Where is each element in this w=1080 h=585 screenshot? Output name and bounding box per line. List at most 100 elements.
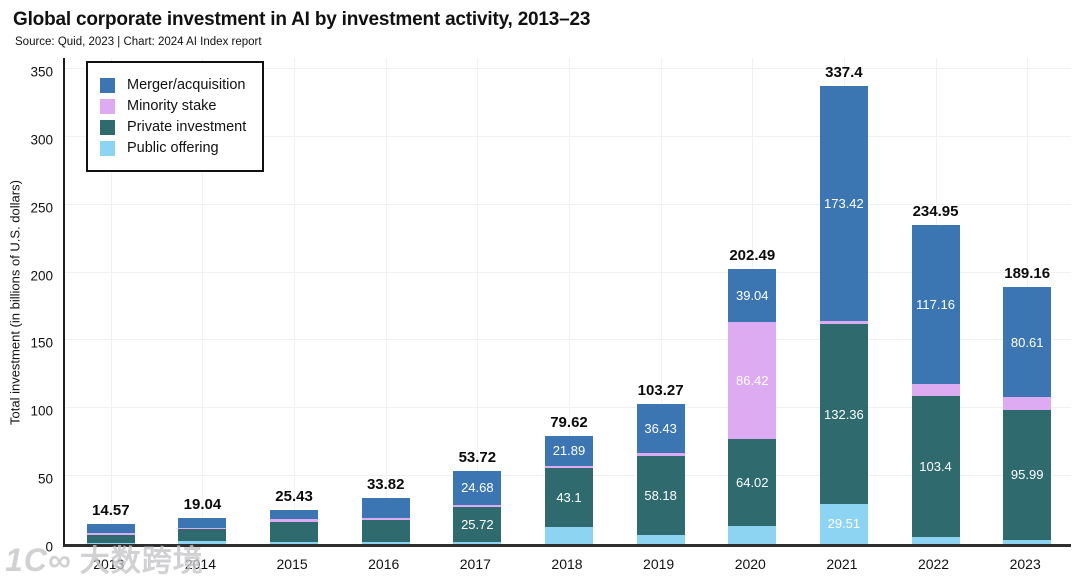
bar-segment-public-offering	[636, 535, 685, 544]
segment-value-label: 132.36	[824, 406, 864, 422]
stacked-bar-2015	[270, 509, 319, 544]
bar-segment-public-offering	[1003, 540, 1052, 544]
y-tick-label: 250	[30, 200, 53, 216]
total-value-label: 19.04	[183, 496, 222, 514]
plot-area: Merger/acquisition Minority stake Private …	[63, 58, 1071, 547]
segment-value-label: 117.16	[916, 297, 955, 313]
bar-segment-merger-acquisition	[361, 498, 410, 519]
y-tick-label: 150	[30, 335, 53, 351]
gridline-vertical	[385, 58, 387, 544]
bar-segment-public-offering	[544, 526, 593, 544]
x-tick-label: 2020	[734, 556, 766, 572]
x-tick-label: 2015	[276, 556, 308, 572]
bar-segment-private-investment	[178, 528, 227, 542]
bar-segment-merger-acquisition: 39.04	[728, 269, 777, 323]
bar-segment-public-offering	[728, 526, 777, 544]
stacked-bar-2022: 103.4 117.16	[911, 225, 960, 544]
stacked-bar-2020: 64.02 86.42 39.04	[728, 269, 777, 544]
segment-value-label: 43.1	[556, 489, 582, 505]
bar-segment-private-investment: 95.99	[1003, 409, 1052, 540]
gridline-vertical	[294, 58, 296, 544]
bar-segment-private-investment: 103.4	[911, 396, 960, 537]
bar-segment-private-investment: 43.1	[544, 468, 593, 527]
segment-value-label: 36.43	[644, 421, 677, 437]
total-value-label: 14.57	[92, 502, 130, 520]
bar-column-2014: 19.04	[157, 58, 249, 544]
bar-segment-private-investment: 132.36	[819, 324, 868, 504]
total-value-label: 53.72	[458, 449, 497, 467]
bar-segment-minority-stake	[178, 527, 227, 529]
stacked-bar-2016	[361, 498, 410, 544]
total-value-label: 337.4	[825, 64, 863, 82]
bar-segment-merger-acquisition: 24.68	[453, 471, 502, 505]
legend-item-private-investment: Private investment	[100, 119, 246, 135]
total-value-label: 103.27	[637, 381, 684, 399]
total-value-label: 79.62	[550, 413, 588, 431]
legend: Merger/acquisition Minority stake Private …	[86, 61, 265, 172]
page-title: Global corporate investment in AI by inv…	[13, 9, 591, 30]
bar-segment-public-offering	[453, 542, 502, 544]
stacked-bar-2021: 29.51 132.36 173.42	[819, 86, 868, 544]
bar-segment-merger-acquisition: 21.89	[544, 435, 593, 466]
stacked-bar-2013	[86, 524, 135, 544]
bar-segment-public-offering	[361, 541, 410, 544]
bar-segment-public-offering: 29.51	[819, 503, 868, 544]
stacked-bar-2019: 58.18 36.43	[636, 403, 685, 544]
gridline-vertical	[569, 58, 570, 544]
segment-value-label: 64.02	[735, 475, 769, 491]
watermark: 1C∞ 大数跨境	[5, 536, 204, 580]
stacked-bar-2014	[178, 518, 227, 544]
legend-label: Private investment	[127, 119, 247, 135]
bar-column-2020: 64.02 86.42 39.04 202.49	[706, 58, 798, 544]
legend-swatch-icon	[100, 140, 115, 156]
x-tick-label: 2014	[184, 556, 217, 572]
x-tick-label: 2019	[643, 556, 675, 572]
y-tick-label: 0	[45, 539, 53, 555]
segment-value-label: 29.51	[827, 516, 861, 532]
bar-segment-private-investment	[270, 521, 319, 543]
x-tick-label: 2023	[1009, 556, 1041, 572]
bar-segment-merger-acquisition	[86, 524, 135, 533]
bar-segment-minority-stake	[86, 532, 135, 535]
gridline-horizontal	[65, 339, 1071, 341]
bar-segment-private-investment	[361, 520, 410, 542]
legend-label: Public offering	[127, 140, 219, 156]
legend-swatch-icon	[100, 98, 115, 114]
y-tick-label: 100	[30, 403, 53, 419]
legend-item-public-offering: Public offering	[100, 140, 246, 156]
chart-source: Source: Quid, 2023 | Chart: 2024 AI Inde…	[15, 36, 262, 48]
gridline-vertical	[660, 58, 662, 544]
gridline-vertical	[477, 58, 479, 544]
bar-segment-merger-acquisition: 36.43	[636, 403, 685, 454]
gridline-horizontal	[65, 271, 1071, 273]
segment-value-label: 21.89	[552, 443, 586, 459]
bar-segment-merger-acquisition: 80.61	[1003, 287, 1052, 397]
bar-segment-minority-stake	[636, 453, 685, 457]
bar-segment-public-offering	[270, 542, 319, 544]
gridline-horizontal	[65, 68, 1071, 69]
y-tick-label: 50	[37, 471, 53, 487]
bar-segment-merger-acquisition	[270, 509, 319, 520]
total-value-label: 189.16	[1004, 265, 1051, 283]
legend-item-merger-acquisition: Merger/acquisition	[100, 77, 246, 93]
gridline-horizontal	[65, 135, 1071, 137]
bar-column-2023: 95.99 80.61 189.16	[981, 58, 1073, 544]
legend-swatch-icon	[100, 119, 115, 135]
bar-column-2015: 25.43	[248, 58, 340, 544]
bar-column-2018: 43.1 21.89 79.62	[523, 58, 615, 544]
total-value-label: 33.82	[366, 476, 405, 494]
bar-segment-minority-stake: 86.42	[728, 322, 777, 440]
segment-value-label: 86.42	[735, 373, 769, 389]
gridline-horizontal	[65, 407, 1071, 409]
segment-value-label: 39.04	[735, 288, 769, 304]
y-tick-label: 200	[30, 268, 53, 284]
bar-segment-merger-acquisition	[178, 518, 227, 528]
x-tick-label: 2022	[917, 556, 950, 572]
watermark-logo-icon: 1C∞	[5, 542, 72, 578]
segment-value-label: 80.61	[1010, 334, 1044, 350]
gridline-vertical	[202, 58, 204, 544]
stacked-bar-2023: 95.99 80.61	[1003, 287, 1052, 544]
bar-segment-public-offering	[86, 543, 135, 544]
total-value-label: 25.43	[275, 487, 313, 505]
x-tick-label: 2017	[459, 556, 491, 572]
